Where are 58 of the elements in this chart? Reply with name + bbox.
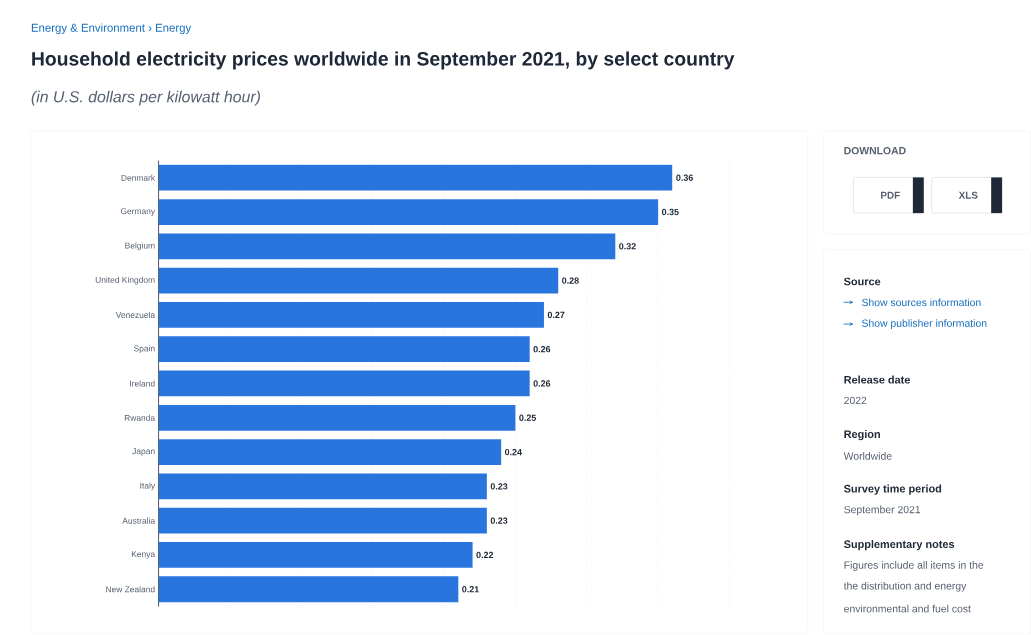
y-tick-label: Japan [132,448,155,457]
text: 2022 [844,396,867,405]
data-label: 0.23 [490,483,508,490]
bar [158,508,487,534]
text: PDF [881,192,900,199]
text: Worldwide [843,452,892,460]
y-tick-label: New Zealand [106,586,155,593]
bar [158,576,459,603]
bar [158,473,487,500]
bar [158,336,530,363]
text: Figures include all items in the [844,561,984,572]
y-tick-label: Venezuela [115,312,156,319]
bar [158,405,516,431]
y-tick-label: Australia [122,517,156,524]
bar [158,165,673,191]
y-tick-label: Kenya [131,551,156,559]
data-label: 0.25 [519,414,537,422]
text: Supplementary notes [843,540,955,551]
bar [158,302,544,329]
text: Source [843,277,881,286]
y-tick-label: United Kingdom [95,276,155,285]
bar [158,199,659,226]
text: Show publisher information [861,319,987,330]
data-label: 0.21 [462,586,479,593]
bar [158,370,530,397]
text: Region [844,430,880,441]
y-tick-label: Denmark [121,174,156,182]
data-label: 0.23 [490,517,508,525]
text: XLS [958,191,978,199]
text: Energy & Environment › Energy [31,23,192,35]
data-label: 0.36 [676,174,693,182]
y-tick-label: Germany [120,208,156,217]
bar [158,233,616,260]
text: Show sources information [861,298,981,307]
bar [158,542,473,569]
y-tick-label: Belgium [125,242,155,251]
text: Release date [844,375,910,384]
data-label: 0.27 [547,311,565,319]
text: environmental and fuel cost [844,604,971,613]
text: DOWNLOAD [844,147,906,155]
data-label: 0.26 [533,380,551,387]
y-tick-label: Rwanda [124,414,156,422]
y-tick-label: Spain [133,345,155,354]
y-tick-label: Ireland [130,380,155,387]
chart-subtitle: (in U.S. dollars per kilowatt hour) [31,90,260,106]
text: September 2021 [844,505,921,516]
data-label: 0.24 [504,449,522,456]
data-label: 0.26 [533,346,551,353]
bar [158,267,559,294]
text: the distribution and energy [843,582,967,592]
bar [158,439,502,466]
data-label: 0.35 [661,209,679,216]
data-label: 0.22 [476,552,494,559]
y-tick-label: Italy [140,482,156,491]
chart-title: Household electricity prices worldwide in September 2021, by select country [32,51,735,70]
text: Survey time period [843,484,942,495]
data-label: 0.28 [562,277,579,284]
data-label: 0.32 [619,243,636,250]
